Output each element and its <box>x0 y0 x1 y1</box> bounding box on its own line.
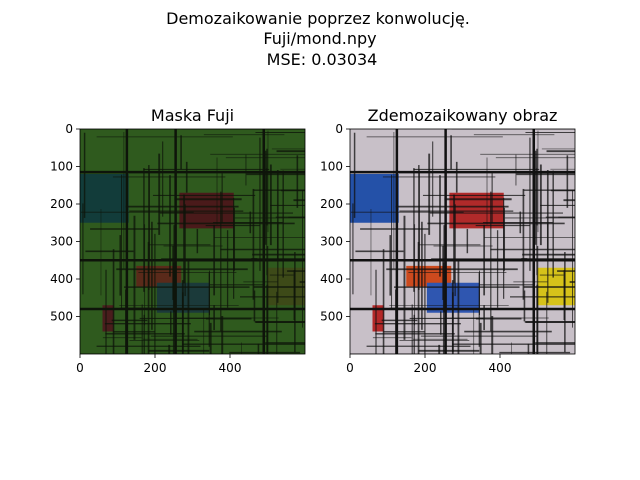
y-tick-label-2: 200 <box>320 197 343 211</box>
panel-demosaiced: Zdemozaikowany obraz 0 200 400 0 100 200 300 400… <box>320 106 576 375</box>
image-area <box>350 129 575 354</box>
x-tick-label-2: 400 <box>219 361 242 375</box>
y-tick-label-4: 400 <box>50 272 73 286</box>
mosaic-texture <box>80 129 305 354</box>
y-tick-label-0: 0 <box>335 122 343 136</box>
y-tick-label-3: 300 <box>50 235 73 249</box>
figure-suptitle-line-2: Fuji/mond.npy <box>263 29 376 48</box>
y-tick-label-4: 400 <box>320 272 343 286</box>
panel-title: Zdemozaikowany obraz <box>368 106 558 125</box>
figure-suptitle-line-1: Demozaikowanie poprzez konwolucję. <box>166 9 470 28</box>
x-tick-label-0: 0 <box>76 361 84 375</box>
x-tick-label-2: 400 <box>489 361 512 375</box>
x-tick-label-0: 0 <box>346 361 354 375</box>
x-tick-label-1: 200 <box>144 361 167 375</box>
color-block-0 <box>80 174 129 223</box>
y-tick-label-2: 200 <box>50 197 73 211</box>
x-tick-label-1: 200 <box>414 361 437 375</box>
y-tick-label-3: 300 <box>320 235 343 249</box>
y-tick-label-0: 0 <box>65 122 73 136</box>
panel-title: Maska Fuji <box>151 106 234 125</box>
color-block-5 <box>102 305 114 332</box>
color-block-0 <box>350 174 399 223</box>
y-tick-label-5: 500 <box>320 310 343 324</box>
mosaic-texture <box>350 129 575 354</box>
y-tick-label-1: 100 <box>320 160 343 174</box>
y-tick-label-5: 500 <box>50 310 73 324</box>
image-area <box>80 129 305 354</box>
y-tick-label-1: 100 <box>50 160 73 174</box>
figure-suptitle-line-3: MSE: 0.03034 <box>267 50 378 69</box>
color-block-5 <box>372 305 384 332</box>
panel-mask: Maska Fuji 0 200 400 0 100 200 300 400 500 <box>50 106 306 375</box>
